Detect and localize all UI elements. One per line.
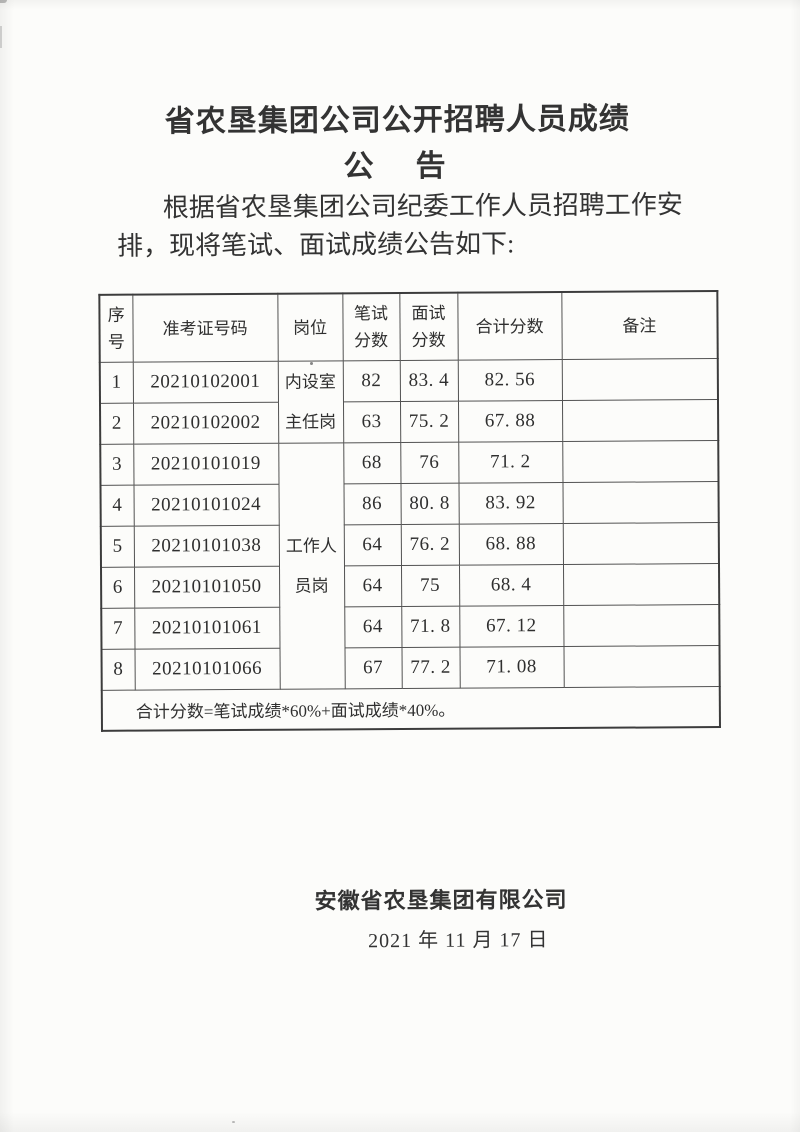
table-row: 8 20210101066 67 77. 2 71. 08 — [101, 645, 720, 691]
cell-total: 82. 56 — [457, 359, 562, 402]
table-header-row: 序 号 准考证号码 岗位 笔试 分数 面试 分数 合计分数 备注 — [99, 291, 718, 363]
score-table: 序 号 准考证号码 岗位 笔试 分数 面试 分数 合计分数 备注 1 20210… — [98, 290, 721, 732]
header-written-score: 笔试 分数 — [342, 292, 400, 361]
cell-ticket: 20210101050 — [134, 566, 280, 609]
cell-index: 1 — [99, 362, 134, 404]
cell-total: 71. 2 — [458, 441, 563, 484]
cell-index: 2 — [100, 403, 134, 445]
cell-interview: 75 — [400, 565, 460, 607]
score-formula-note: 合计分数=笔试成绩*60%+面试成绩*40%。 — [101, 686, 720, 731]
document-title: 省农垦集团公司公开招聘人员成绩 — [164, 102, 630, 139]
cell-remark — [562, 481, 719, 524]
intro-paragraph: 根据省农垦集团公司纪委工作人员招聘工作安 排，现将笔试、面试成绩公告如下: — [117, 186, 689, 265]
document-date: 2021 年 11 月 17 日 — [368, 929, 549, 953]
cell-ticket: 20210101038 — [133, 525, 279, 568]
table-row: 5 20210101038 64 76. 2 68. 88 — [100, 522, 719, 568]
cell-ticket: 20210102001 — [132, 361, 278, 404]
cell-position-group-1: 内设室 主任岗 — [277, 360, 344, 444]
table-footnote-row: 合计分数=笔试成绩*60%+面试成绩*40%。 — [101, 686, 720, 731]
cell-total: 83. 92 — [458, 482, 563, 525]
cell-remark — [562, 522, 719, 565]
cell-index: 6 — [101, 567, 135, 609]
cell-index: 8 — [101, 649, 135, 691]
cell-index: 7 — [101, 608, 135, 650]
cell-remark — [563, 604, 720, 647]
cell-written: 64 — [343, 524, 401, 566]
cell-interview: 75. 2 — [399, 401, 459, 443]
cell-ticket: 20210101066 — [134, 648, 280, 691]
cell-total: 67. 88 — [457, 400, 563, 443]
cell-interview: 76 — [400, 442, 459, 484]
header-position: 岗位 — [277, 293, 343, 362]
cell-written: 63 — [342, 401, 401, 443]
cell-ticket: 20210101024 — [133, 484, 279, 527]
cell-written: 64 — [344, 606, 402, 648]
cell-remark — [562, 440, 719, 483]
header-total-score: 合计分数 — [457, 292, 562, 361]
table-row: 6 20210101050 64 75 68. 4 — [101, 563, 720, 609]
cell-interview: 83. 4 — [399, 360, 458, 402]
cell-total: 71. 08 — [459, 646, 564, 689]
cell-ticket: 20210102002 — [133, 402, 279, 445]
cell-index: 5 — [100, 526, 135, 568]
header-index: 序 号 — [99, 294, 133, 363]
cell-written: 68 — [343, 442, 401, 484]
cell-written: 86 — [343, 483, 401, 525]
cell-interview: 76. 2 — [400, 524, 459, 566]
cell-position-group-2: 工作人 员岗 — [278, 442, 345, 690]
intro-line-1: 根据省农垦集团公司纪委工作人员招聘工作安 — [162, 190, 683, 223]
cell-interview: 71. 8 — [401, 606, 460, 648]
cell-remark — [561, 399, 719, 442]
header-ticket-number: 准考证号码 — [132, 293, 278, 363]
table-row: 1 20210102001 内设室 主任岗 82 83. 4 82. 56 — [99, 358, 718, 444]
cell-remark — [563, 645, 720, 688]
header-remark: 备注 — [561, 291, 718, 360]
header-interview-score: 面试 分数 — [399, 292, 458, 361]
table-row: 7 20210101061 64 71. 8 67. 12 — [101, 604, 720, 650]
announcement-heading: 公 告 — [343, 149, 452, 184]
cell-remark — [562, 563, 720, 606]
table-row: 3 20210101019 工作人 员岗 68 76 71. 2 — [100, 440, 719, 690]
cell-interview: 77. 2 — [401, 647, 460, 689]
cell-total: 67. 12 — [459, 605, 564, 648]
issuer-signature: 安徽省农垦集团有限公司 — [314, 886, 568, 914]
cell-index: 3 — [100, 444, 134, 486]
cell-ticket: 20210101019 — [133, 443, 279, 486]
cell-ticket: 20210101061 — [134, 607, 280, 650]
cell-interview: 80. 8 — [400, 483, 459, 525]
cell-written: 82 — [342, 360, 400, 402]
cell-written: 67 — [344, 647, 402, 689]
table-row: 2 20210102002 63 75. 2 67. 88 — [100, 399, 719, 445]
cell-written: 64 — [343, 565, 402, 607]
cell-index: 4 — [100, 485, 134, 527]
table-row: 4 20210101024 86 80. 8 83. 92 — [100, 481, 719, 527]
cell-total: 68. 4 — [458, 564, 564, 607]
cell-total: 68. 88 — [458, 523, 563, 566]
intro-line-2: 排，现将笔试、面试成绩公告如下: — [116, 229, 515, 261]
cell-remark — [561, 358, 718, 401]
